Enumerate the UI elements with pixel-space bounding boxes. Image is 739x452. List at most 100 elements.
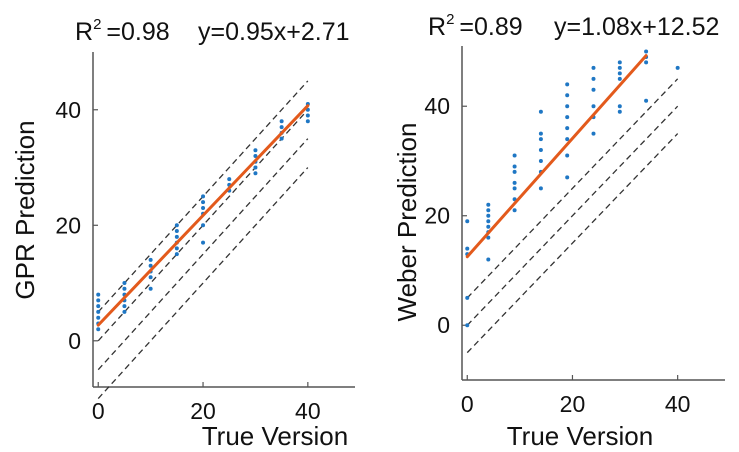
- data-point: [592, 77, 596, 81]
- data-point: [592, 66, 596, 70]
- x-tick-label: 0: [92, 398, 105, 424]
- data-point: [565, 82, 569, 86]
- data-point: [539, 137, 543, 141]
- y-axis-label-weber: Weber Prediction: [392, 123, 422, 322]
- data-point: [465, 296, 469, 300]
- r2-annotation-weber: R2 =0.89: [428, 11, 523, 41]
- data-point: [486, 214, 490, 218]
- data-point: [565, 154, 569, 158]
- data-point: [513, 164, 517, 168]
- data-point: [253, 148, 257, 152]
- data-point: [644, 49, 648, 53]
- data-point: [513, 208, 517, 212]
- data-point: [486, 225, 490, 229]
- data-point: [149, 258, 153, 262]
- x-axis-label-gpr: True Version: [202, 421, 348, 451]
- data-point: [122, 281, 126, 285]
- reference-line: [467, 79, 677, 298]
- reference-line: [98, 139, 308, 370]
- regression-line: [98, 106, 308, 325]
- data-point: [96, 316, 100, 320]
- data-point: [565, 104, 569, 108]
- data-point: [592, 88, 596, 92]
- r2-annotation-gpr: R2 =0.98: [75, 16, 170, 46]
- data-point: [618, 110, 622, 114]
- data-point: [618, 77, 622, 81]
- data-point: [539, 132, 543, 136]
- data-point: [201, 223, 205, 227]
- data-point: [539, 148, 543, 152]
- data-point: [122, 304, 126, 308]
- data-point: [618, 104, 622, 108]
- y-tick-label: 40: [424, 93, 450, 119]
- data-point: [175, 223, 179, 227]
- data-point: [486, 219, 490, 223]
- data-point: [592, 104, 596, 108]
- data-point: [618, 66, 622, 70]
- data-point: [486, 258, 490, 262]
- plot-area-gpr: 020400 20 40: [55, 52, 355, 424]
- x-tick-label: 0: [461, 391, 474, 417]
- y-tick-label: 40: [55, 97, 81, 123]
- y-tick-label: 0: [437, 312, 450, 338]
- data-point: [618, 60, 622, 64]
- data-point: [280, 125, 284, 129]
- data-point: [96, 304, 100, 308]
- data-point: [96, 327, 100, 331]
- data-point: [465, 219, 469, 223]
- data-point: [306, 114, 310, 118]
- data-point: [201, 206, 205, 210]
- data-point: [539, 159, 543, 163]
- x-tick-label: 20: [560, 391, 586, 417]
- data-point: [96, 298, 100, 302]
- regression-line: [467, 56, 646, 257]
- y-axis-label-gpr: GPR Prediction: [10, 120, 40, 299]
- x-tick-label: 40: [665, 391, 691, 417]
- data-point: [644, 60, 648, 64]
- data-point: [175, 235, 179, 239]
- chart-gpr: R2 =0.98 y=0.95x+2.71 0 20 40 0 20 40 GPR Pred…: [10, 16, 355, 451]
- data-point: [96, 310, 100, 314]
- y-tick-label: 0: [68, 328, 81, 354]
- data-point: [513, 181, 517, 185]
- data-point: [592, 132, 596, 136]
- data-point: [122, 287, 126, 291]
- data-point: [253, 171, 257, 175]
- data-point: [280, 137, 284, 141]
- data-point: [175, 229, 179, 233]
- plot-area-weber: 0 20 40 0 20 40: [424, 46, 725, 417]
- data-point: [539, 110, 543, 114]
- data-point: [565, 126, 569, 130]
- data-point: [201, 194, 205, 198]
- data-point: [280, 119, 284, 123]
- data-point: [513, 186, 517, 190]
- data-point: [618, 71, 622, 75]
- data-point: [513, 154, 517, 158]
- data-point: [201, 241, 205, 245]
- data-point: [122, 310, 126, 314]
- data-point: [565, 175, 569, 179]
- data-point: [565, 115, 569, 119]
- y-tick-label: 20: [55, 212, 81, 238]
- data-point: [486, 203, 490, 207]
- x-axis-label-weber: True Version: [507, 421, 653, 451]
- data-point: [253, 166, 257, 170]
- data-point: [227, 177, 231, 181]
- data-point: [149, 275, 153, 279]
- y-tick-label: 20: [424, 203, 450, 229]
- data-point: [644, 99, 648, 103]
- data-point: [96, 293, 100, 297]
- data-point: [175, 252, 179, 256]
- data-point: [565, 137, 569, 141]
- data-point: [676, 66, 680, 70]
- data-point: [565, 93, 569, 97]
- chart-weber: R2 =0.89 y=1.08x+12.52 0 20 40 0 20 40 Weber P…: [392, 11, 725, 451]
- data-point: [486, 208, 490, 212]
- data-point: [175, 246, 179, 250]
- reference-line: [467, 134, 677, 353]
- data-point: [539, 186, 543, 190]
- data-point: [201, 200, 205, 204]
- equation-weber: y=1.08x+12.52: [554, 13, 719, 41]
- data-point: [465, 323, 469, 327]
